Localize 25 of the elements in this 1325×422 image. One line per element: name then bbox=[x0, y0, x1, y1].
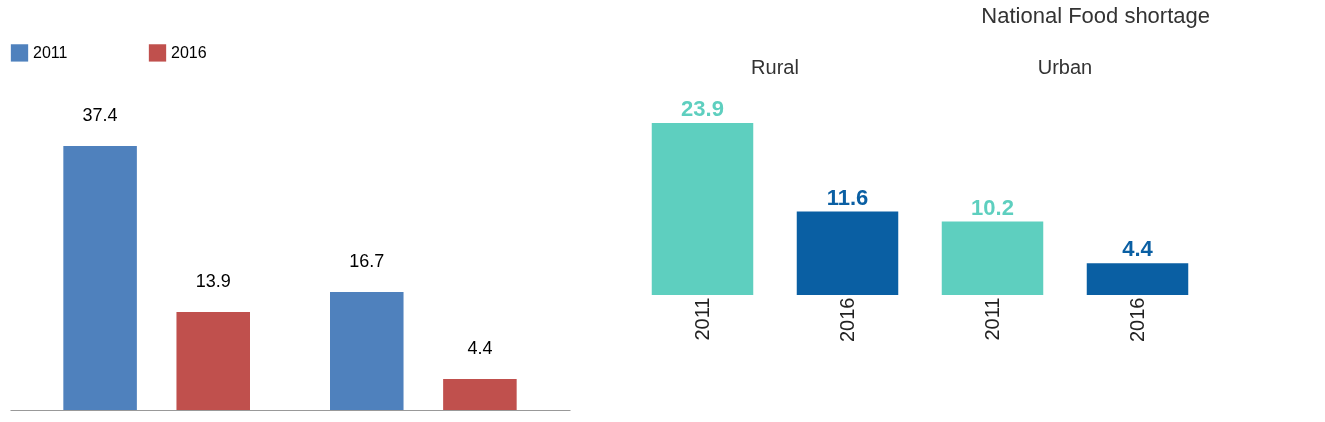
data-label: 11.6 bbox=[826, 184, 869, 210]
legend-label: 2016 bbox=[171, 43, 207, 61]
x-tick-label: 2016 bbox=[836, 297, 858, 342]
text: Urban bbox=[1037, 56, 1093, 78]
data-label: 10.2 bbox=[971, 194, 1014, 220]
bar bbox=[443, 378, 517, 410]
text: Rural bbox=[751, 56, 799, 78]
x-tick-label: 2011 bbox=[981, 297, 1003, 341]
bar bbox=[63, 146, 137, 410]
bar bbox=[330, 292, 404, 410]
chart-title: National Food shortage bbox=[981, 3, 1210, 28]
bar bbox=[1086, 263, 1189, 295]
legend-label: 2011 bbox=[33, 43, 68, 61]
bar bbox=[796, 211, 899, 295]
data-label: 23.9 bbox=[681, 96, 724, 121]
bar bbox=[176, 311, 250, 410]
data-label: 37.4 bbox=[82, 105, 118, 125]
data-label: 13.9 bbox=[195, 270, 231, 291]
x-tick-label: 2011 bbox=[691, 297, 713, 341]
bar bbox=[651, 123, 754, 295]
data-label: 4.4 bbox=[467, 337, 493, 358]
x-tick-label: 2016 bbox=[1126, 297, 1148, 342]
data-label: 16.7 bbox=[349, 251, 385, 272]
data-label: 4.4 bbox=[1122, 236, 1154, 262]
bar bbox=[941, 221, 1044, 295]
